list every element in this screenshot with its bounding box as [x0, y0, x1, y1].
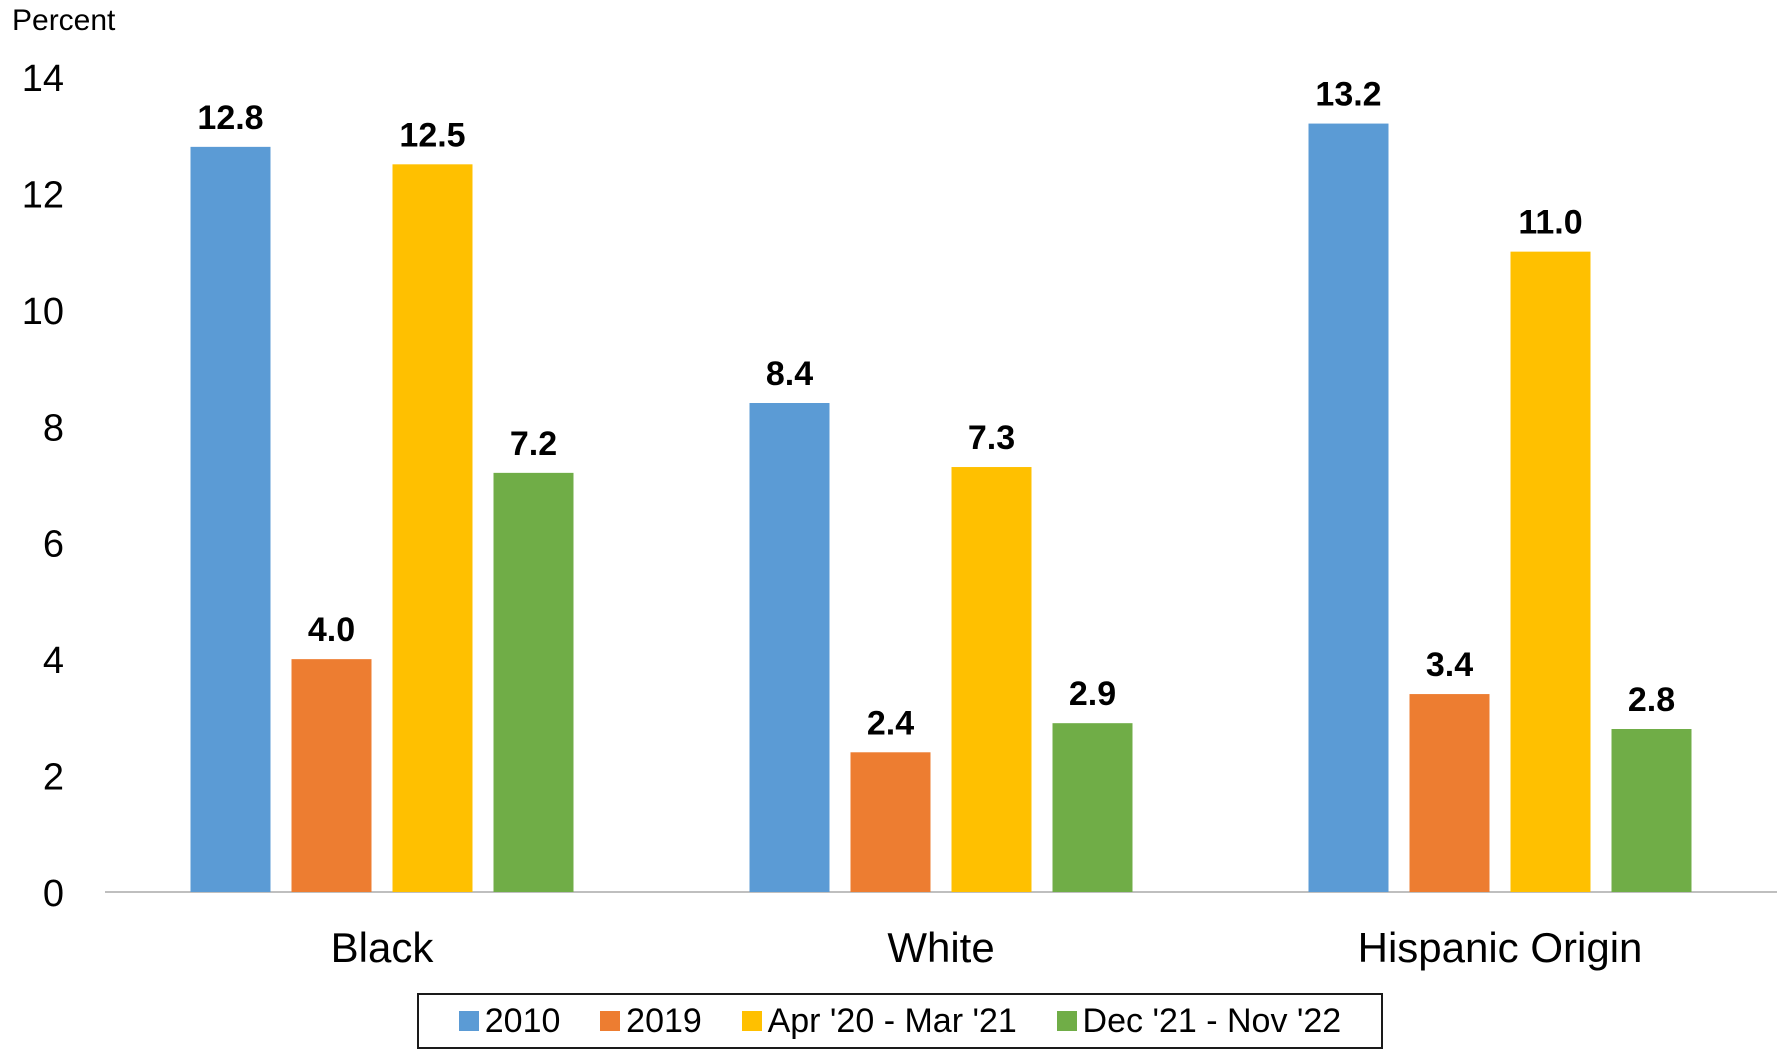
bar [493, 472, 574, 892]
bar-chart: 0 2 4 6 8 10 12 14 12.8 4.0 12.5 7.2 Black 8.4 2.4 7.3 2… [22, 58, 1777, 971]
data-label: 2.9 [1069, 675, 1116, 713]
y-tick-label: 2 [43, 757, 64, 799]
y-tick-label: 10 [22, 291, 64, 333]
data-label: 3.4 [1426, 646, 1473, 684]
y-tick-label: 6 [43, 524, 64, 566]
legend-item: 2010 [458, 1001, 561, 1041]
y-tick-label: 0 [43, 873, 64, 915]
bar [190, 146, 271, 892]
bar [850, 752, 931, 892]
legend-label: 2010 [484, 1001, 561, 1040]
y-tick-label: 14 [22, 58, 64, 100]
bar [1409, 694, 1490, 892]
data-label: 11.0 [1518, 204, 1582, 242]
x-category-label: White [887, 924, 994, 971]
data-label: 7.2 [510, 425, 557, 463]
legend-swatch [458, 1011, 479, 1031]
chart-legend: 2010 2019 Apr '20 - Mar '21 Dec '21 - Nov '… [417, 993, 1383, 1049]
x-category-label: Hispanic Origin [1358, 924, 1643, 971]
legend-item: Dec '21 - Nov '22 [1056, 1001, 1342, 1041]
data-label: 12.8 [197, 99, 263, 137]
bar [749, 403, 830, 892]
data-label: 4.0 [308, 611, 355, 649]
x-category-label: Black [331, 924, 435, 971]
y-tick-label: 4 [43, 640, 64, 682]
y-tick-label: 8 [43, 407, 64, 449]
legend-swatch [1056, 1011, 1077, 1031]
bar [1611, 729, 1692, 892]
legend-item: 2019 [600, 1002, 702, 1041]
bar [1308, 123, 1389, 893]
data-label: 12.5 [399, 116, 465, 154]
bar [1510, 251, 1591, 893]
legend-swatch [600, 1011, 621, 1031]
bar [392, 164, 473, 893]
y-tick-label: 12 [22, 174, 64, 216]
legend-swatch [741, 1011, 762, 1031]
y-axis-label: Percent [12, 4, 116, 37]
data-label: 7.3 [968, 419, 1015, 457]
data-label: 2.8 [1628, 681, 1675, 719]
data-label: 8.4 [766, 355, 813, 393]
data-label: 2.4 [867, 704, 914, 742]
data-label: 13.2 [1315, 76, 1381, 114]
legend-label: 2019 [626, 1001, 702, 1040]
legend-label: Dec '21 - Nov '22 [1082, 1001, 1342, 1040]
bar [1052, 723, 1133, 892]
legend-label: Apr '20 - Mar '21 [767, 1001, 1017, 1040]
bar [951, 467, 1032, 892]
legend-item: Apr '20 - Mar '21 [741, 1001, 1017, 1041]
bar [291, 659, 372, 892]
